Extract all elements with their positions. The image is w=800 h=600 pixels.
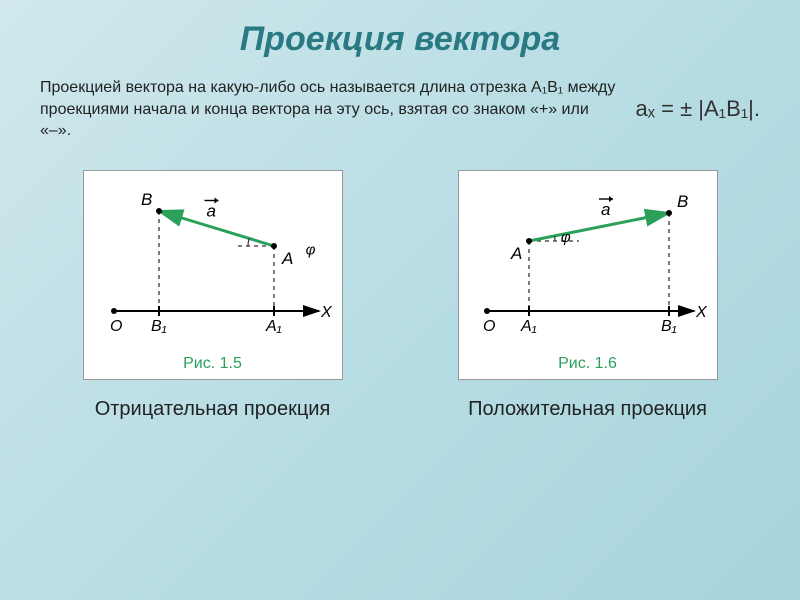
svg-text:a: a (601, 200, 610, 219)
figure-positive: O Xφ A B A₁ B₁ a Рис. 1.6 Положительная проекц… (458, 170, 718, 421)
figure-negative: O XφA B A₁ B₁ a Рис. 1.5 Отрицательная проекц… (83, 170, 343, 421)
svg-text:A₁: A₁ (265, 318, 282, 335)
definition-text: Проекцией вектора на какую-либо ось назы… (40, 77, 616, 142)
svg-text:O: O (110, 318, 122, 335)
projection-label-positive: Положительная проекция (468, 398, 707, 421)
figures-row: OXφABA₁B₁a Рис. 1.5 Отрицательная проекц… (40, 170, 760, 421)
figure-caption-1: Рис. 1.5 (84, 355, 342, 373)
svg-text:B₁: B₁ (151, 318, 167, 335)
svg-text:B₁: B₁ (661, 318, 677, 335)
svg-text:φ: φ (305, 241, 315, 258)
figure-box-2: O Xφ A B A₁ B₁ a Рис. 1.6 (458, 170, 718, 380)
svg-text:X: X (695, 304, 708, 321)
svg-text:X: X (320, 304, 333, 321)
svg-text:A₁: A₁ (520, 318, 537, 335)
formula: aₓ = ± |A₁B₁|. (636, 96, 760, 122)
svg-text:a: a (206, 201, 215, 220)
svg-text:B: B (677, 192, 688, 211)
diagram-2: O Xφ A B A₁ B₁ a (459, 171, 719, 381)
figure-box-1: O XφA B A₁ B₁ a Рис. 1.5 (83, 170, 343, 380)
svg-text:A: A (281, 249, 293, 268)
page-title: Проекция вектора (40, 20, 760, 59)
svg-text:B: B (141, 190, 152, 209)
definition-row: Проекцией вектора на какую-либо ось назы… (40, 77, 760, 142)
svg-text:A: A (510, 244, 522, 263)
svg-text:φ: φ (560, 229, 570, 246)
diagram-1: O XφA B A₁ B₁ a (84, 171, 344, 381)
figure-caption-2: Рис. 1.6 (459, 355, 717, 373)
svg-text:O: O (483, 318, 495, 335)
projection-label-negative: Отрицательная проекция (95, 398, 331, 421)
slide: Проекция вектора Проекцией вектора на ка… (0, 0, 800, 600)
